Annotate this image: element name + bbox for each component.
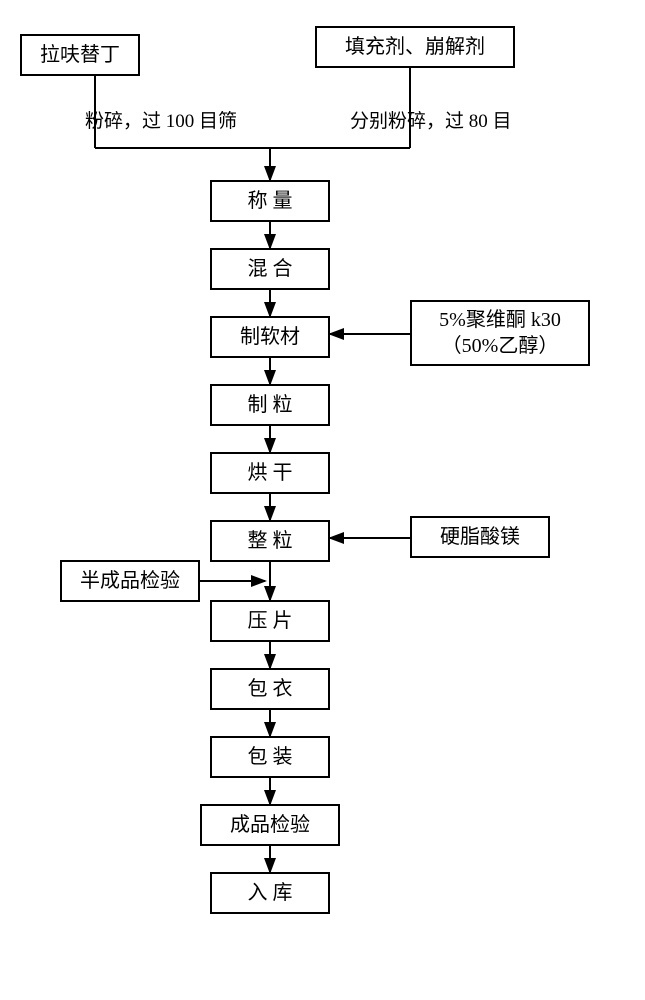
node-pack: 包 装 <box>210 736 330 778</box>
node-softmat-label: 制软材 <box>240 324 300 350</box>
node-granulate: 制 粒 <box>210 384 330 426</box>
node-fillers: 填充剂、崩解剂 <box>315 26 515 68</box>
node-pack-label: 包 装 <box>248 744 293 770</box>
node-insp-final-label: 成品检验 <box>230 812 310 838</box>
node-weigh: 称 量 <box>210 180 330 222</box>
node-softmat: 制软材 <box>210 316 330 358</box>
node-insp-half: 半成品检验 <box>60 560 200 602</box>
node-dry: 烘 干 <box>210 452 330 494</box>
node-sizegran: 整 粒 <box>210 520 330 562</box>
node-compress: 压 片 <box>210 600 330 642</box>
node-lft: 拉呋替丁 <box>20 34 140 76</box>
node-insp-half-label: 半成品检验 <box>80 568 180 594</box>
node-granulate-label: 制 粒 <box>248 392 293 418</box>
node-insp-final: 成品检验 <box>200 804 340 846</box>
node-mgst-label: 硬脂酸镁 <box>440 524 520 550</box>
node-lft-label: 拉呋替丁 <box>40 42 120 68</box>
node-compress-label: 压 片 <box>248 608 293 634</box>
node-dry-label: 烘 干 <box>248 460 293 486</box>
edge-label-crush80: 分别粉碎，过 80 目 <box>350 110 512 135</box>
node-coat: 包 衣 <box>210 668 330 710</box>
node-povidone: 5%聚维酮 k30 （50%乙醇） <box>410 300 590 366</box>
node-coat-label: 包 衣 <box>248 676 293 702</box>
edge-label-crush100: 粉碎，过 100 目筛 <box>85 110 237 135</box>
node-weigh-label: 称 量 <box>248 188 293 214</box>
node-sizegran-label: 整 粒 <box>248 528 293 554</box>
node-povidone-line2: （50%乙醇） <box>442 333 559 359</box>
node-store: 入 库 <box>210 872 330 914</box>
node-mix-label: 混 合 <box>248 256 293 282</box>
node-mgst: 硬脂酸镁 <box>410 516 550 558</box>
node-povidone-line1: 5%聚维酮 k30 <box>439 307 561 333</box>
node-mix: 混 合 <box>210 248 330 290</box>
node-store-label: 入 库 <box>248 880 293 906</box>
flow-lines <box>0 0 645 1000</box>
node-fillers-label: 填充剂、崩解剂 <box>345 34 485 60</box>
